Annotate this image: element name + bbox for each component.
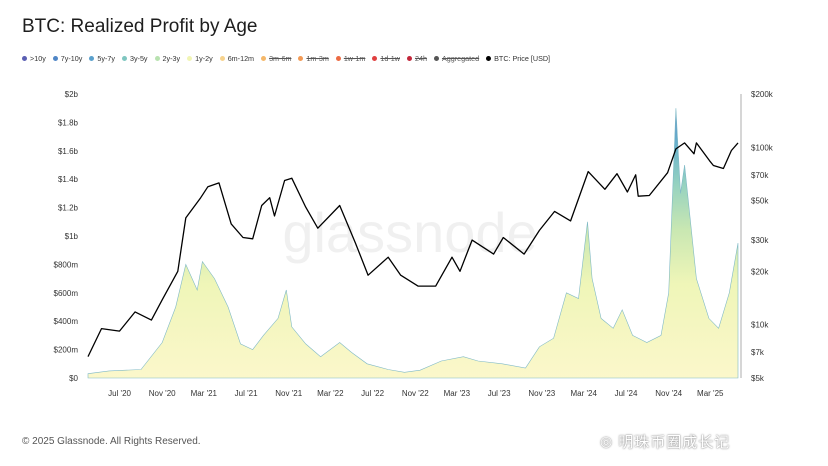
copyright-footer: © 2025 Glassnode. All Rights Reserved.	[22, 436, 201, 447]
legend-item[interactable]: 1y-2y	[187, 52, 213, 64]
x-tick-label: Mar '22	[317, 389, 344, 398]
x-tick-label: Mar '24	[571, 389, 598, 398]
x-tick-label: Nov '23	[528, 389, 555, 398]
watermark-author: 明珠币圈成长记	[618, 434, 731, 451]
y-left-tick-label: $400m	[54, 317, 79, 326]
legend-dot-icon	[219, 55, 225, 61]
legend-item[interactable]: 1w-1m	[335, 52, 366, 64]
x-tick-label: Nov '20	[149, 389, 176, 398]
plot-area	[87, 108, 739, 379]
y-right-tick-label: $20k	[751, 267, 769, 276]
x-tick-label: Mar '21	[191, 389, 218, 398]
chart-legend: >10y 7y-10y 5y-7y 3y-5y 2y-3y 1y-2y 6m-12m 3m-6…	[22, 52, 550, 64]
x-tick-label: Mar '23	[444, 389, 471, 398]
legend-label: 6m-12m	[227, 53, 255, 63]
x-tick-label: Jul '20	[108, 389, 131, 398]
legend-item[interactable]: >10y	[22, 52, 46, 64]
y-right-tick-label: $10k	[751, 321, 769, 330]
legend-item[interactable]: 1d-1w	[372, 52, 400, 64]
legend-dot-icon	[154, 55, 160, 61]
realized-profit-area	[87, 108, 739, 379]
x-tick-label: Jul '23	[488, 389, 511, 398]
legend-label: 1m-3m	[306, 53, 329, 63]
y-left-tick-label: $1.6b	[58, 147, 79, 156]
legend-item[interactable]: Aggregated	[433, 52, 480, 64]
legend-item[interactable]: 5y-7y	[89, 52, 115, 64]
y-left-tick-label: $1b	[65, 232, 79, 241]
axes: $0 $200m $400m $600m $800m $1b $1.2b $1.4b $1.6b…	[54, 90, 774, 398]
y-left-tick-label: $0	[69, 374, 78, 383]
btc-price-line	[87, 142, 739, 357]
legend-label: BTC: Price [USD]	[494, 53, 551, 63]
legend-dot-icon	[433, 55, 439, 61]
legend-dot-icon	[335, 55, 341, 61]
legend-label: 1d-1w	[380, 53, 400, 63]
legend-item[interactable]: BTC: Price [USD]	[486, 52, 550, 64]
y-left-tick-label: $800m	[54, 260, 79, 269]
legend-item[interactable]: 7y-10y	[52, 52, 83, 64]
legend-item[interactable]: 1m-3m	[298, 52, 329, 64]
legend-label: >10y	[30, 53, 46, 63]
x-tick-label: Mar '25	[697, 389, 724, 398]
legend-dot-icon	[121, 55, 127, 61]
watermark: glassnode	[282, 201, 537, 264]
legend-dot-icon	[261, 55, 267, 61]
legend-label: Aggregated	[441, 53, 480, 63]
legend-label: 3y-5y	[129, 53, 148, 63]
x-tick-label: Nov '22	[402, 389, 429, 398]
legend-item[interactable]: 24h	[406, 52, 427, 64]
legend-item[interactable]: 3y-5y	[121, 52, 148, 64]
legend-dot-icon	[406, 55, 412, 61]
legend-item[interactable]: 3m-6m	[261, 52, 291, 64]
y-left-tick-label: $200m	[54, 346, 79, 355]
weibo-icon: ◎	[600, 433, 614, 449]
y-left-tick-label: $1.2b	[58, 204, 79, 213]
social-watermark: ◎ 明珠币圈成长记	[600, 431, 730, 452]
x-tick-label: Jul '24	[615, 389, 638, 398]
chart-title: BTC: Realized Profit by Age	[22, 16, 258, 37]
y-right-tick-label: $50k	[751, 197, 769, 206]
y-right-tick-label: $200k	[751, 90, 774, 99]
legend-item[interactable]: 2y-3y	[154, 52, 181, 64]
chart-canvas: glassnode $0 $200m $400m $600m $800m $1b $1.2b…	[54, 90, 774, 398]
y-left-tick-label: $1.4b	[58, 175, 79, 184]
legend-label: 7y-10y	[60, 53, 83, 63]
y-right-tick-label: $5k	[751, 374, 765, 383]
y-left-tick-label: $2b	[65, 90, 79, 99]
x-tick-label: Jul '21	[235, 389, 258, 398]
legend-label: 5y-7y	[97, 53, 115, 63]
legend-dot-icon	[187, 55, 193, 61]
x-tick-label: Jul '22	[361, 389, 384, 398]
legend-label: 1y-2y	[195, 53, 213, 63]
legend-dot-icon	[372, 55, 378, 61]
legend-dot-icon	[486, 55, 492, 61]
legend-dot-icon	[52, 55, 58, 61]
legend-label: 1w-1m	[343, 53, 366, 63]
y-right-tick-label: $30k	[751, 236, 769, 245]
y-right-tick-label: $7k	[751, 348, 765, 357]
y-right-tick-label: $70k	[751, 171, 769, 180]
legend-dot-icon	[22, 55, 27, 61]
legend-label: 2y-3y	[162, 53, 181, 63]
legend-label: 3m-6m	[269, 53, 292, 63]
y-right-tick-label: $100k	[751, 143, 774, 152]
legend-label: 24h	[414, 53, 427, 63]
x-tick-label: Nov '21	[275, 389, 302, 398]
y-left-tick-label: $1.8b	[58, 118, 79, 127]
y-left-tick-label: $600m	[54, 289, 79, 298]
x-tick-label: Nov '24	[655, 389, 682, 398]
legend-item[interactable]: 6m-12m	[219, 52, 255, 64]
legend-dot-icon	[89, 55, 95, 61]
legend-dot-icon	[298, 55, 304, 61]
